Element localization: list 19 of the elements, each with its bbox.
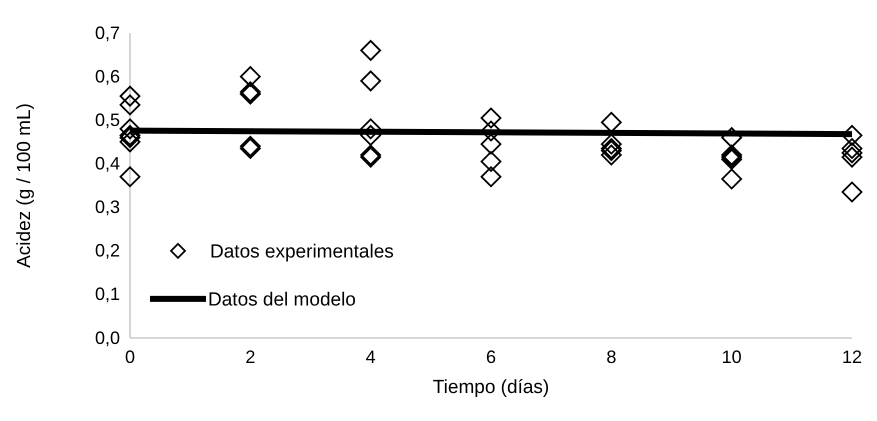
x-tick-label: 4 bbox=[366, 346, 376, 367]
x-tick-label: 8 bbox=[606, 346, 616, 367]
x-tick-label: 6 bbox=[486, 346, 496, 367]
legend-label: Datos del modelo bbox=[208, 290, 356, 311]
x-tick-label: 12 bbox=[842, 346, 862, 367]
y-tick-label: 0,0 bbox=[94, 328, 120, 348]
x-tick-label: 0 bbox=[124, 346, 136, 367]
y-tick-label: 0,3 bbox=[94, 197, 120, 218]
y-axis-title: Acidez (g / 100 mL) bbox=[14, 103, 35, 268]
y-tick-label: 0,7 bbox=[94, 22, 120, 43]
y-tick-label: 0,4 bbox=[94, 153, 120, 174]
y-tick-label: 0,6 bbox=[94, 66, 120, 86]
y-tick-label: 0,5 bbox=[94, 110, 120, 130]
y-tick-label: 0,1 bbox=[94, 284, 120, 304]
x-axis-title: Tiempo (días) bbox=[432, 377, 550, 398]
x-tick-label: 2 bbox=[245, 346, 256, 367]
x-tick-label: 10 bbox=[722, 346, 742, 367]
legend-label: Datos experimentales bbox=[210, 242, 394, 263]
y-tick-label: 0,2 bbox=[94, 240, 120, 261]
